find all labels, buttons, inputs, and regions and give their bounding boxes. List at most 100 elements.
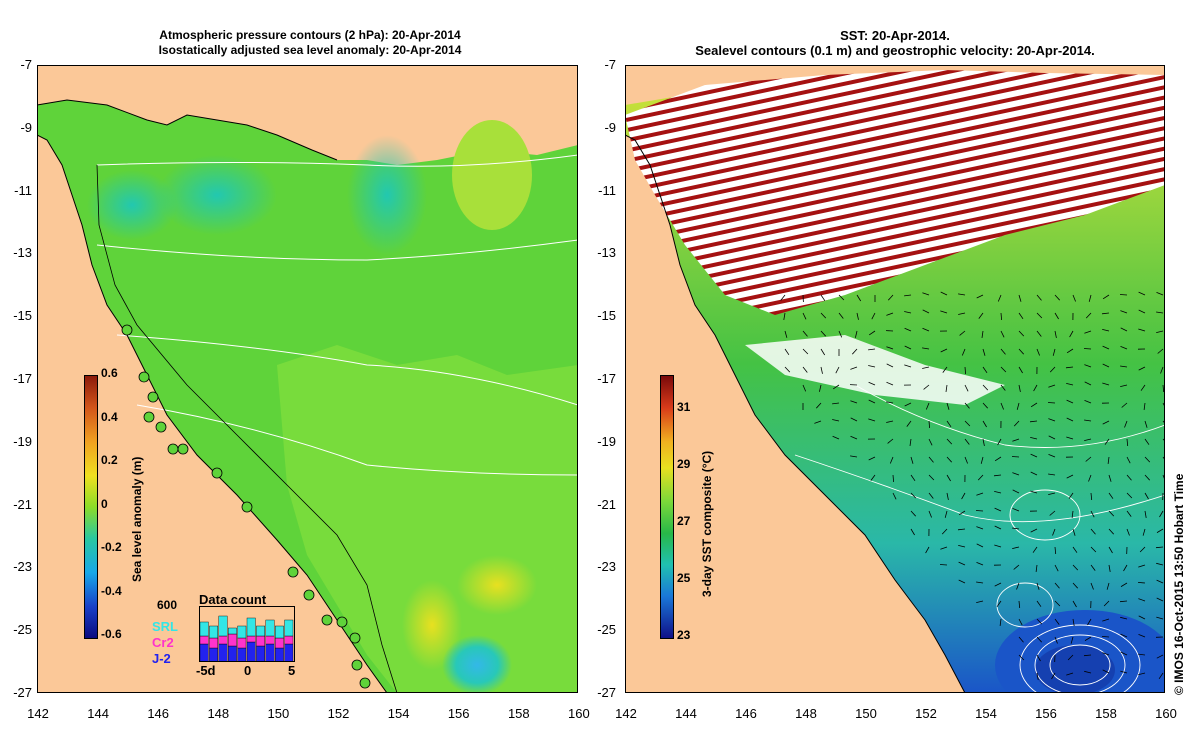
velocity-arrow xyxy=(1138,309,1146,314)
velocity-arrow xyxy=(1029,420,1038,423)
velocity-arrow xyxy=(1084,419,1092,422)
pressure-contour xyxy=(116,334,578,406)
lon-tick-left: 150 xyxy=(267,706,290,721)
sst-map[interactable] xyxy=(625,65,1165,693)
velocity-arrow xyxy=(1066,417,1074,422)
lat-tick-left: -23 xyxy=(13,559,32,575)
velocity-arrow xyxy=(958,510,966,516)
velocity-arrow xyxy=(1124,420,1128,428)
velocity-arrow xyxy=(940,310,948,314)
velocity-arrow xyxy=(976,562,984,566)
velocity-arrow xyxy=(820,348,826,356)
left-title: Atmospheric pressure contours (2 hPa): 2… xyxy=(40,28,580,58)
velocity-arrow xyxy=(1036,294,1042,301)
velocity-arrow xyxy=(1104,438,1110,445)
velocity-arrow xyxy=(1126,492,1133,499)
velocity-arrow xyxy=(892,492,897,500)
lat-tick-left: -9 xyxy=(20,119,32,135)
data-count-inset xyxy=(199,606,295,662)
velocity-arrow xyxy=(941,528,948,535)
inset-bar-segment xyxy=(265,643,275,662)
velocity-arrow xyxy=(964,438,970,445)
lat-tick-right: -7 xyxy=(604,57,616,72)
lat-tick-right: -25 xyxy=(597,622,616,638)
velocity-arrow xyxy=(975,510,984,512)
velocity-arrow xyxy=(1102,382,1110,386)
velocity-arrow xyxy=(886,363,894,368)
velocity-arrow xyxy=(1066,383,1074,386)
velocity-arrow xyxy=(958,561,966,566)
right-title-line2: Sealevel contours (0.1 m) and geostrophi… xyxy=(695,43,1095,58)
velocity-arrow xyxy=(1138,615,1146,620)
velocity-arrow xyxy=(957,528,966,531)
inset-bar-segment xyxy=(218,615,228,637)
inset-bar-segment xyxy=(237,647,247,662)
sea-level-anomaly-map[interactable] xyxy=(37,65,578,693)
velocity-arrow xyxy=(1035,564,1038,572)
velocity-arrow xyxy=(886,346,894,350)
velocity-arrow xyxy=(1156,597,1164,602)
velocity-arrow xyxy=(1070,636,1074,644)
mission-legend-srl: SRL xyxy=(152,619,178,634)
velocity-arrow xyxy=(982,348,986,356)
inset-x-tick: -5d xyxy=(196,663,216,678)
velocity-arrow xyxy=(1144,456,1151,463)
velocity-arrow xyxy=(784,366,791,373)
velocity-arrow xyxy=(1102,329,1110,332)
velocity-arrow xyxy=(1054,312,1059,320)
velocity-arrow xyxy=(945,384,948,392)
low-anomaly-eddy xyxy=(442,635,512,693)
velocity-arrow xyxy=(1138,672,1146,676)
velocity-arrow xyxy=(1126,456,1131,464)
inset-bar-segment xyxy=(265,635,275,645)
velocity-arrow xyxy=(1120,651,1128,656)
inset-bar-segment xyxy=(199,643,209,662)
velocity-arrow xyxy=(1000,402,1004,410)
velocity-arrow xyxy=(1108,474,1112,482)
velocity-arrow xyxy=(946,438,953,445)
lon-tick-left: 156 xyxy=(447,706,470,721)
velocity-arrow xyxy=(1012,546,1020,549)
velocity-arrow xyxy=(1036,654,1041,662)
velocity-arrow xyxy=(1048,473,1056,476)
velocity-arrow xyxy=(802,366,808,373)
mission-legend-cr2: Cr2 xyxy=(152,635,174,650)
inset-bar-segment xyxy=(218,643,228,662)
inset-bar-segment xyxy=(246,617,256,637)
velocity-arrow xyxy=(922,309,930,314)
velocity-arrow xyxy=(1054,330,1057,338)
velocity-arrow xyxy=(850,455,858,458)
coastline xyxy=(625,134,966,693)
velocity-arrow xyxy=(1108,564,1111,572)
inset-title: Data count xyxy=(199,592,267,607)
right-title: SST: 20-Apr-2014. Sealevel contours (0.1… xyxy=(625,28,1165,58)
velocity-arrow xyxy=(1018,618,1023,626)
lat-tick-left: -27 xyxy=(13,685,32,700)
lat-tick-right: -15 xyxy=(597,308,616,324)
velocity-arrow xyxy=(1156,528,1164,533)
velocity-arrow xyxy=(1102,652,1110,656)
velocity-arrow xyxy=(1054,564,1059,572)
lat-tick-left: -17 xyxy=(13,371,32,386)
velocity-arrow xyxy=(1030,453,1038,458)
velocity-arrow xyxy=(1157,348,1164,354)
velocity-arrow xyxy=(976,294,984,299)
velocity-arrow xyxy=(802,348,809,355)
low-anomaly-patch xyxy=(157,155,277,235)
velocity-arrow xyxy=(1138,291,1146,296)
velocity-arrow xyxy=(1084,670,1092,674)
velocity-arrow xyxy=(850,435,858,440)
velocity-arrow xyxy=(904,294,912,297)
velocity-arrow xyxy=(1054,618,1060,625)
velocity-arrow xyxy=(1000,348,1006,355)
velocity-arrow xyxy=(1030,402,1038,408)
sst-colorbar-tick: 25 xyxy=(677,571,691,585)
high-anomaly-patch xyxy=(402,580,462,670)
lon-tick-left: 144 xyxy=(87,706,109,721)
velocity-arrow xyxy=(1066,348,1074,354)
velocity-arrow xyxy=(1051,672,1056,680)
velocity-arrow xyxy=(1156,616,1164,620)
velocity-arrow xyxy=(994,525,1002,530)
left-title-line1: Atmospheric pressure contours (2 hPa): 2… xyxy=(159,28,461,42)
velocity-arrow xyxy=(994,507,1002,512)
